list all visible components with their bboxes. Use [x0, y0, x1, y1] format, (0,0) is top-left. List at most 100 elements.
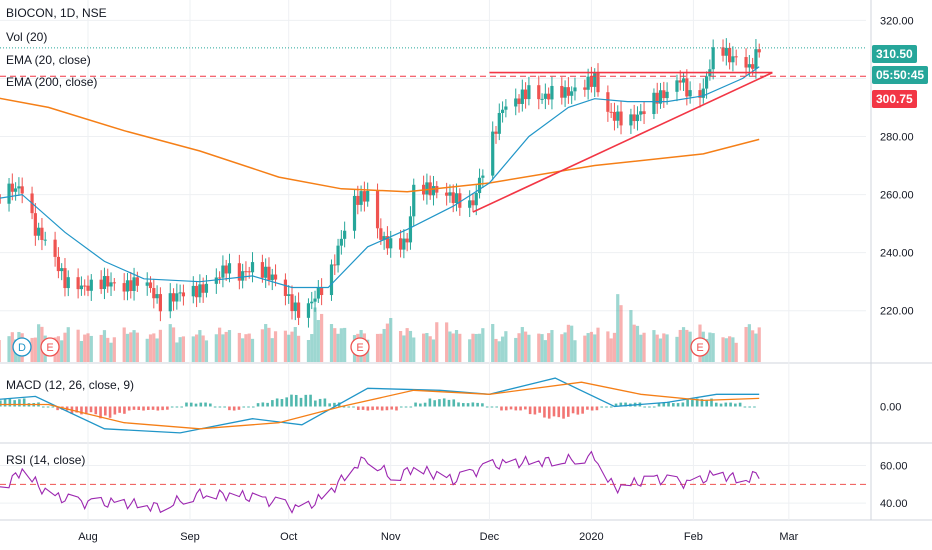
macd-histogram-bar — [46, 406, 50, 408]
candle-body — [310, 301, 314, 304]
volume-bar — [662, 333, 666, 362]
volume-bar — [583, 335, 587, 362]
candle-body — [40, 227, 44, 240]
macd-histogram-bar — [342, 406, 346, 408]
volume-bar — [537, 333, 541, 362]
volume-bar — [0, 340, 1, 362]
macd-histogram-bar — [251, 406, 255, 408]
macd-histogram-bar — [476, 402, 479, 407]
candle-body — [500, 109, 505, 113]
candle-body — [359, 191, 363, 205]
macd-histogram-bar — [466, 403, 470, 407]
candle-body — [451, 192, 455, 204]
earnings-marker[interactable]: E — [350, 337, 370, 357]
volume-bar — [550, 330, 554, 362]
macd-histogram-bar — [719, 403, 723, 407]
x-tick-label: 2020 — [579, 531, 603, 543]
macd-histogram-bar — [691, 399, 694, 407]
volume-bar — [83, 334, 87, 362]
volume-bar — [497, 341, 501, 362]
volume-bar — [155, 338, 159, 362]
volume-bar — [616, 294, 620, 362]
volume-bar — [152, 333, 156, 362]
macd-histogram-bar — [734, 403, 737, 407]
volume-bar — [445, 322, 449, 362]
candle-body — [53, 239, 57, 257]
macd-histogram-bar — [724, 402, 728, 407]
y-tick-label: 240.00 — [880, 248, 914, 260]
candle-body — [412, 184, 416, 217]
marker-circle — [350, 337, 370, 357]
macd-histogram-bar — [528, 406, 532, 415]
rsi-indicator-label[interactable]: RSI (14, close) — [6, 453, 86, 467]
volume-bar — [517, 333, 521, 362]
macd-histogram-bar — [490, 406, 494, 408]
macd-histogram-bar — [294, 394, 298, 407]
ema200-indicator-label[interactable]: EMA (200, close) — [6, 75, 98, 89]
macd-layer — [0, 377, 760, 434]
symbol-title: BIOCON, 1D, NSE — [6, 6, 107, 20]
candle-body — [629, 114, 633, 126]
dividend-marker[interactable]: D — [12, 337, 32, 357]
candle-body — [204, 283, 209, 293]
candle-body — [339, 238, 343, 246]
volume-bar — [412, 337, 416, 362]
volume-bar — [474, 333, 478, 362]
macd-histogram-bar — [538, 406, 541, 413]
volume-bar — [122, 327, 126, 362]
volume-bar — [204, 340, 209, 362]
ema20-indicator-label[interactable]: EMA (20, close) — [6, 53, 91, 67]
macd-histogram-bar — [8, 398, 12, 407]
volume-bar — [570, 325, 574, 362]
rsi-layer — [0, 450, 866, 514]
volume-bar — [30, 337, 34, 362]
candle-body — [109, 282, 113, 287]
volume-bar — [145, 338, 149, 362]
volume-indicator-label[interactable]: Vol (20) — [6, 30, 48, 44]
macd-histogram-bar — [271, 400, 274, 407]
x-tick-label: Nov — [381, 531, 401, 543]
earnings-marker[interactable]: E — [690, 337, 710, 357]
candle-body — [125, 280, 130, 292]
candle-body — [79, 285, 84, 290]
macd-histogram-bar — [600, 406, 604, 408]
macd-indicator-label[interactable]: MACD (12, 26, close, 9) — [6, 378, 135, 392]
candle-body — [379, 228, 383, 240]
macd-histogram-bar — [223, 406, 226, 408]
volume-bar — [468, 339, 472, 362]
candle-body — [333, 264, 337, 266]
candle-body — [343, 230, 347, 239]
candle-body — [102, 276, 107, 290]
volume-bar — [99, 334, 103, 362]
macd-histogram-bar — [543, 406, 546, 418]
macd-histogram-bar — [170, 406, 174, 408]
macd-histogram-bar — [218, 406, 222, 408]
volume-bar — [320, 313, 324, 362]
volume-bar — [316, 320, 320, 362]
volume-bar — [454, 330, 459, 362]
macd-histogram-bar — [624, 402, 627, 407]
macd-histogram-bar — [185, 402, 188, 407]
volume-bar — [102, 330, 107, 362]
macd-histogram-bar — [347, 406, 351, 408]
macd-histogram-bar — [161, 406, 164, 411]
macd-histogram-bar — [748, 406, 751, 408]
macd-histogram-bar — [738, 402, 742, 407]
candle-body — [698, 90, 702, 98]
candle-body — [724, 47, 728, 56]
volume-bar — [290, 331, 294, 362]
volume-bar — [375, 333, 380, 362]
candle-body — [619, 111, 623, 126]
candle-body — [89, 279, 93, 291]
volume-bar — [10, 332, 14, 362]
volume-bar — [573, 340, 577, 362]
volume-bar — [652, 330, 656, 362]
candle-body — [148, 282, 153, 289]
macd-histogram-bar — [309, 394, 312, 407]
earnings-marker[interactable]: E — [40, 337, 60, 357]
marker-circle — [12, 337, 32, 357]
candle-body — [320, 287, 324, 296]
volume-bar — [688, 331, 692, 362]
